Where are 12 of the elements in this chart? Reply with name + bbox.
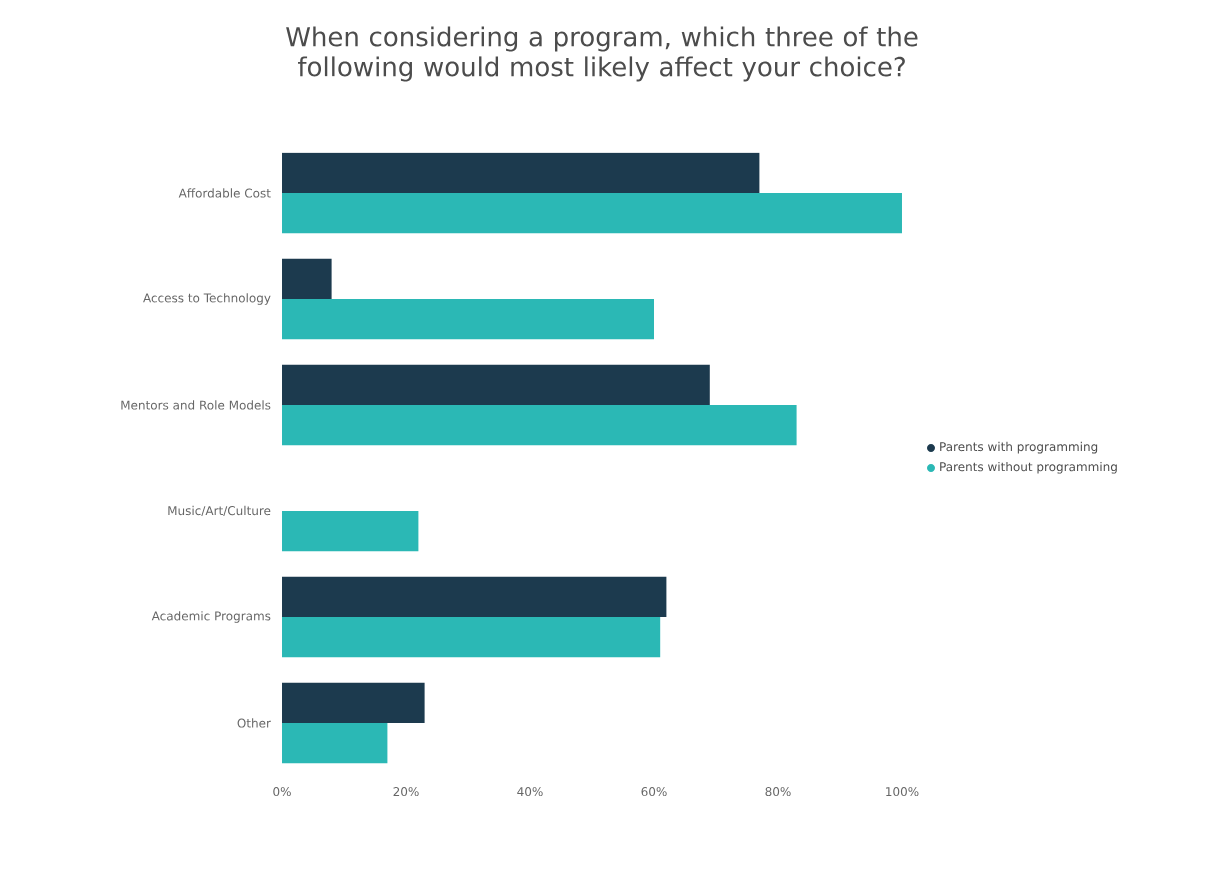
bar	[282, 682, 425, 723]
bar	[282, 576, 667, 617]
bar	[282, 192, 902, 234]
bar	[282, 152, 760, 193]
bar	[282, 722, 388, 764]
chart-title: When considering a program, which three of the following would most likely affect your choice?	[286, 26, 918, 82]
bar	[282, 616, 661, 658]
bar	[282, 298, 654, 340]
bar	[282, 510, 419, 552]
bar	[282, 258, 332, 299]
bar	[282, 404, 797, 446]
bar	[282, 364, 710, 405]
